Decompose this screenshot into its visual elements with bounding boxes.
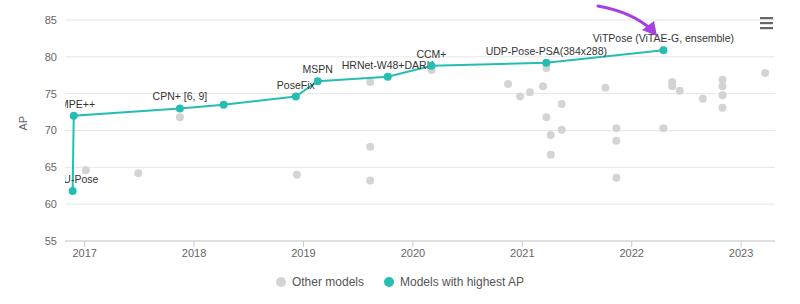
- html-text:Models with highest AP: Models with highest AP: [400, 275, 524, 289]
- svg-text:2020: 2020: [401, 247, 425, 259]
- svg-text:75: 75: [45, 88, 57, 100]
- svg-text:2018: 2018: [182, 247, 206, 259]
- svg-text:ViTPose (ViTAE-G, ensemble): ViTPose (ViTAE-G, ensemble): [593, 32, 734, 44]
- svg-text:85: 85: [45, 14, 57, 26]
- svg-text:CMU-Pose: CMU-Pose: [65, 173, 98, 185]
- svg-text:2017: 2017: [72, 247, 96, 259]
- svg-text:70: 70: [45, 124, 57, 136]
- svg-text:2019: 2019: [291, 247, 315, 259]
- svg-text:80: 80: [45, 51, 57, 63]
- svg-text:PoseFix: PoseFix: [277, 79, 316, 91]
- html-text:Other models: Other models: [291, 275, 364, 289]
- svg-text:MSPN: MSPN: [303, 63, 333, 75]
- svg-text:AP: AP: [17, 116, 29, 131]
- svg-text:2023: 2023: [729, 247, 753, 259]
- svg-text:HRNet-W48+DARK: HRNet-W48+DARK: [342, 59, 434, 71]
- svg-text:55: 55: [45, 235, 57, 247]
- svg-text:UDP-Pose-PSA(384x288): UDP-Pose-PSA(384x288): [486, 45, 607, 57]
- svg-text:60: 60: [45, 198, 57, 210]
- svg-text:RMPE++: RMPE++: [65, 98, 95, 110]
- svg-text:65: 65: [45, 161, 57, 173]
- svg-text:CPN+ [6, 9]: CPN+ [6, 9]: [153, 90, 208, 102]
- svg-text:2022: 2022: [619, 247, 643, 259]
- svg-text:CCM+: CCM+: [416, 48, 446, 60]
- svg-text:2021: 2021: [510, 247, 534, 259]
